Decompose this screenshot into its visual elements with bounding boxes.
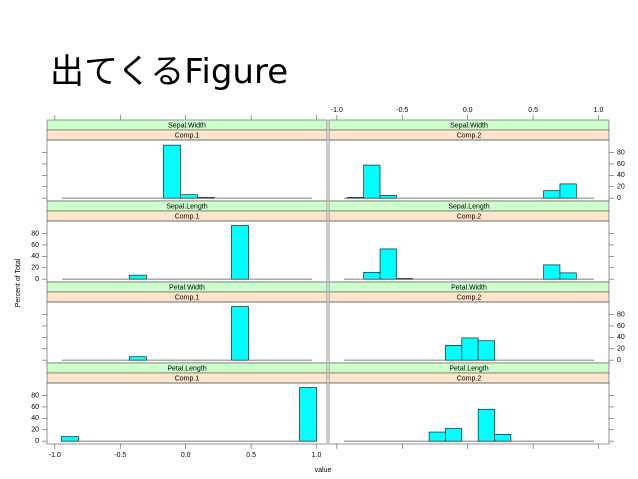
y-tick-label: 0: [35, 438, 39, 445]
histogram-bar: [347, 197, 364, 199]
histogram-bar: [129, 274, 147, 280]
x-tick-label: 1.0: [594, 107, 604, 114]
histogram-bar: [163, 144, 181, 199]
y-tick-label: 0: [617, 195, 621, 202]
y-tick-label: 40: [31, 415, 39, 422]
histogram-bar: [461, 337, 479, 361]
strip-label: Petal.Length: [449, 365, 488, 372]
strip-label: Comp.1: [175, 132, 200, 139]
y-tick-label: 20: [31, 427, 39, 434]
strip-label: Petal.Width: [451, 284, 487, 291]
strip-label: Comp.2: [457, 294, 482, 301]
y-tick-label: 60: [31, 242, 39, 249]
strip-label: Sepal.Width: [450, 122, 488, 129]
strip-label: Comp.2: [457, 375, 482, 382]
y-tick-label: 40: [31, 253, 39, 260]
y-tick-label: 80: [617, 311, 625, 318]
x-tick-label: 0.0: [181, 452, 191, 459]
histogram-bar: [231, 225, 249, 280]
x-tick-label: 1.0: [312, 452, 322, 459]
histogram-bar: [299, 387, 317, 442]
strip-label: Petal.Width: [169, 284, 205, 291]
panel: [46, 220, 328, 283]
histogram-bar: [559, 272, 577, 280]
y-tick-label: 20: [617, 346, 625, 353]
histogram-bar: [477, 340, 495, 361]
histogram-bar: [379, 194, 397, 199]
histogram-bar: [445, 345, 463, 361]
y-tick-label: 40: [617, 334, 625, 341]
strip-label: Comp.1: [175, 213, 200, 220]
y-tick-label: 80: [617, 149, 625, 156]
y-tick-label: 0: [617, 357, 621, 364]
y-tick-label: 20: [31, 265, 39, 272]
histogram-bar: [543, 190, 561, 199]
x-tick-label: 0.5: [528, 107, 538, 114]
strip-label: Sepal.Width: [168, 122, 206, 129]
histogram-bar: [129, 356, 147, 361]
histogram-bar: [61, 436, 79, 442]
x-tick-label: -0.5: [114, 452, 126, 459]
histogram-bar: [180, 194, 198, 199]
panel: [328, 382, 610, 445]
x-tick-label: -1.0: [331, 107, 343, 114]
y-tick-label: 0: [35, 276, 39, 283]
histogram-bar: [494, 434, 512, 442]
strip-label: Comp.2: [457, 213, 482, 220]
panel: [46, 139, 328, 202]
y-tick-label: 60: [617, 161, 625, 168]
strip-label: Comp.1: [175, 294, 200, 301]
strip-label: Comp.2: [457, 132, 482, 139]
histogram-bar: [363, 164, 381, 199]
panel: [46, 382, 328, 445]
histogram-bar: [477, 408, 495, 442]
panel: [46, 301, 328, 364]
y-tick-label: 60: [617, 323, 625, 330]
histogram-bar: [396, 278, 414, 280]
x-tick-label: -1.0: [49, 452, 61, 459]
strip-label: Petal.Length: [167, 365, 206, 372]
strip-label: Sepal.Length: [448, 203, 489, 210]
histogram-bar: [379, 248, 397, 280]
y-tick-label: 80: [31, 392, 39, 399]
histogram-bar: [363, 272, 381, 280]
y-tick-label: 80: [31, 230, 39, 237]
histogram-bar: [197, 197, 215, 199]
strip-label: Comp.1: [175, 375, 200, 382]
x-tick-label: -0.5: [396, 107, 408, 114]
histogram-bar: [231, 306, 249, 361]
histogram-bar: [543, 264, 561, 280]
histogram-bar: [428, 431, 446, 442]
y-tick-label: 40: [617, 172, 625, 179]
x-tick-label: 0.5: [246, 452, 256, 459]
y-tick-label: 20: [617, 184, 625, 191]
slide-title: 出てくるFigure: [50, 52, 289, 92]
strip-label: Sepal.Length: [166, 203, 207, 210]
x-tick-label: 0.0: [463, 107, 473, 114]
y-tick-label: 60: [31, 404, 39, 411]
x-axis-label: value: [315, 467, 332, 474]
histogram-bar: [445, 428, 463, 442]
y-axis-label: Percent of Total: [15, 258, 22, 307]
histogram-bar: [559, 183, 577, 199]
